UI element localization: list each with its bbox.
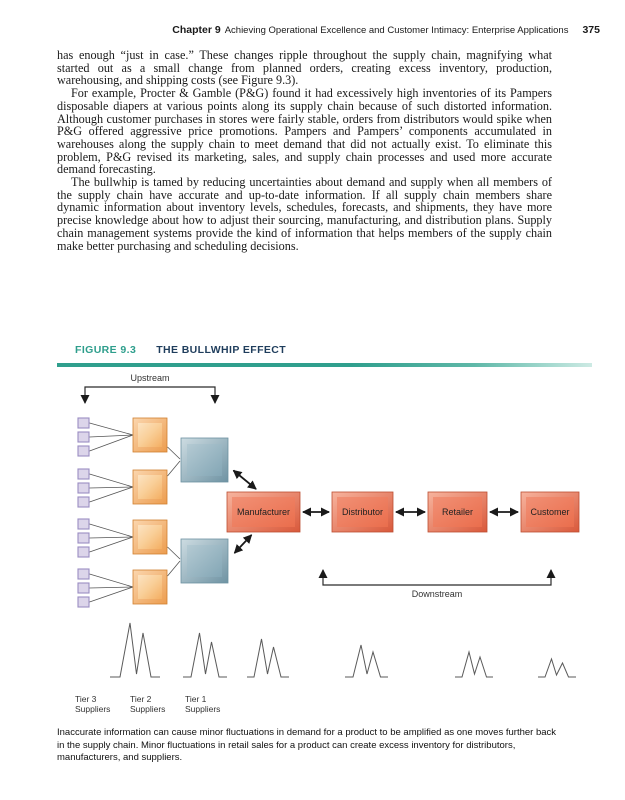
figure-caption: Inaccurate information can cause minor f… <box>57 727 557 763</box>
tier1-label-line1: Tier 1 <box>185 694 207 704</box>
tier3-label-line2: Suppliers <box>75 704 110 714</box>
page-header: Chapter 9 Achieving Operational Excellenc… <box>0 24 600 36</box>
tier1-label-line2: Suppliers <box>185 704 220 714</box>
figure-rule <box>57 363 592 367</box>
tier2-label-line1: Tier 2 <box>130 694 152 704</box>
tier2-supplier-box <box>132 417 168 453</box>
tier3-supplier-square <box>77 431 90 443</box>
customer-node: Customer <box>520 491 580 533</box>
tier3-supplier-square <box>77 468 90 480</box>
retailer-label: Retailer <box>442 507 473 517</box>
demand-fluctuation-curve <box>455 650 493 678</box>
figure-label: FIGURE 9.3 <box>75 344 137 356</box>
tier2-supplier-box <box>132 469 168 505</box>
tier-labels: Tier 3 Suppliers Tier 2 Suppliers Tier 1… <box>75 694 220 714</box>
tier2-supplier-box <box>132 519 168 555</box>
figure-title: THE BULLWHIP EFFECT <box>156 344 287 356</box>
paragraph: The bullwhip is tamed by reducing uncert… <box>57 175 552 253</box>
upstream-label: Upstream <box>130 373 169 383</box>
double-arrow-icon <box>232 469 257 490</box>
distributor-node: Distributor <box>331 491 394 533</box>
tier1-supplier-box <box>180 538 229 584</box>
tier1-supplier-box <box>180 437 229 483</box>
tier3-supplier-square <box>77 496 90 508</box>
tier3-supplier-square <box>77 482 90 494</box>
tier3-supplier-square <box>77 546 90 558</box>
bullwhip-diagram: Upstream <box>75 373 580 714</box>
demand-fluctuation-curves <box>110 622 576 678</box>
tier3-supplier-square <box>77 568 90 580</box>
tier3-supplier-square <box>77 518 90 530</box>
tier2-supplier-box <box>132 569 168 605</box>
customer-label: Customer <box>530 507 569 517</box>
chapter-title: Achieving Operational Excellence and Cus… <box>224 25 569 36</box>
body-text: has enough “just in case.” These changes… <box>57 49 552 252</box>
tier3-supplier-square <box>77 417 90 429</box>
paragraph: has enough “just in case.” These changes… <box>57 48 552 88</box>
demand-fluctuation-curve <box>345 644 388 678</box>
demand-fluctuation-curve <box>538 657 576 678</box>
demand-fluctuation-curve <box>183 632 227 678</box>
demand-fluctuation-curve <box>247 638 289 678</box>
tier3-label-line1: Tier 3 <box>75 694 97 704</box>
figure-heading: FIGURE 9.3 THE BULLWHIP EFFECT <box>75 344 286 356</box>
tier3-supplier-square <box>77 596 90 608</box>
tier1-supplier-nodes <box>180 437 229 584</box>
tier3-supplier-square <box>77 445 90 457</box>
downstream-bracket-arrow: Downstream <box>318 569 556 599</box>
tier2-supplier-nodes <box>132 417 181 605</box>
manufacturer-label: Manufacturer <box>237 507 290 517</box>
upstream-bracket-arrow: Upstream <box>80 373 220 404</box>
paragraph: For example, Procter & Gamble (P&G) foun… <box>57 86 552 177</box>
page-number: 375 <box>582 24 600 36</box>
demand-fluctuation-curve <box>110 622 160 678</box>
tier3-supplier-nodes <box>77 417 134 608</box>
retailer-node: Retailer <box>427 491 488 533</box>
downstream-label: Downstream <box>412 589 463 599</box>
tier3-supplier-square <box>77 582 90 594</box>
double-arrow-icon <box>233 534 253 554</box>
tier2-label-line2: Suppliers <box>130 704 165 714</box>
tier3-supplier-square <box>77 532 90 544</box>
chapter-label: Chapter 9 <box>172 24 221 36</box>
distributor-label: Distributor <box>342 507 383 517</box>
manufacturer-node: Manufacturer <box>226 491 301 533</box>
